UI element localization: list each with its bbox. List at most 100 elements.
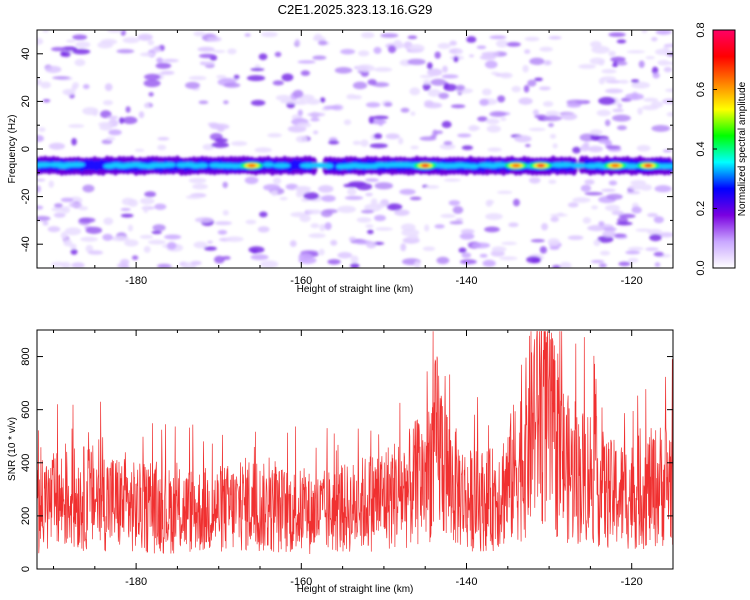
heatmap-cell bbox=[143, 79, 161, 88]
heatmap-cell bbox=[611, 210, 624, 216]
heatmap-cell bbox=[246, 75, 266, 82]
heatmap-cell bbox=[549, 133, 557, 139]
heatmap-cell bbox=[292, 89, 304, 98]
heatmap-cell bbox=[122, 37, 140, 44]
heatmap-cell bbox=[197, 46, 215, 52]
heatmap-cell bbox=[618, 261, 631, 267]
heatmap-cell bbox=[597, 235, 614, 243]
heatmap-cell bbox=[230, 141, 248, 146]
heatmap-cell bbox=[479, 253, 488, 258]
heatmap-cell bbox=[250, 254, 269, 261]
heatmap-cell bbox=[82, 84, 90, 90]
heatmap-cell bbox=[572, 146, 581, 154]
heatmap-cell bbox=[78, 206, 89, 211]
heatmap-cell bbox=[511, 85, 521, 93]
heatmap-cell bbox=[198, 100, 209, 105]
heatmap-cell bbox=[545, 60, 551, 65]
heatmap-cell bbox=[157, 144, 167, 151]
heatmap-cell bbox=[101, 139, 113, 145]
heatmap-hotspot bbox=[644, 163, 653, 168]
heatmap-cell bbox=[548, 179, 557, 184]
heatmap-cell bbox=[385, 133, 400, 140]
heatmap-cell bbox=[608, 180, 618, 186]
y-tick-label: 400 bbox=[20, 454, 32, 472]
heatmap-cell bbox=[637, 107, 643, 115]
heatmap-cell bbox=[280, 99, 298, 104]
heatmap-cell bbox=[100, 110, 112, 119]
heatmap-cell bbox=[147, 39, 155, 46]
heatmap-cell bbox=[188, 75, 207, 81]
heatmap-cell bbox=[584, 191, 603, 196]
heatmap-cell bbox=[455, 218, 464, 222]
heatmap-cell bbox=[436, 256, 450, 265]
heatmap-cell bbox=[61, 46, 78, 52]
heatmap-cell bbox=[434, 51, 441, 59]
heatmap-cell bbox=[343, 119, 352, 126]
heatmap-cell bbox=[87, 250, 104, 255]
heatmap-cell bbox=[399, 188, 416, 195]
heatmap-cell bbox=[589, 129, 603, 136]
x-tick-label: -140 bbox=[455, 275, 477, 287]
heatmap-cell bbox=[645, 247, 660, 252]
heatmap-cell bbox=[631, 206, 642, 214]
heatmap-cell bbox=[156, 57, 163, 64]
heatmap-cell bbox=[499, 72, 513, 79]
heatmap-cell bbox=[626, 191, 641, 195]
y-tick-label: 40 bbox=[20, 48, 32, 60]
heatmap-speckle bbox=[37, 30, 673, 268]
heatmap-cell bbox=[495, 39, 509, 48]
heatmap-cell bbox=[526, 256, 542, 264]
heatmap-ylabel: Frequency (Hz) bbox=[7, 115, 18, 184]
heatmap-cell bbox=[42, 220, 49, 226]
heatmap-cell bbox=[408, 44, 425, 53]
heatmap-cell bbox=[400, 243, 407, 252]
heatmap-cell bbox=[82, 184, 95, 193]
heatmap-cell bbox=[217, 229, 228, 235]
heatmap-cell bbox=[147, 239, 166, 245]
heatmap-cell bbox=[348, 236, 357, 242]
heatmap-cell bbox=[487, 147, 502, 152]
heatmap-cell bbox=[646, 213, 658, 218]
heatmap-cell bbox=[410, 111, 416, 116]
heatmap-cell bbox=[48, 180, 55, 188]
heatmap-cell bbox=[534, 77, 543, 82]
heatmap-cell bbox=[85, 226, 103, 234]
heatmap-cell bbox=[37, 185, 41, 193]
heatmap-cell bbox=[584, 179, 595, 185]
heatmap-cell bbox=[207, 36, 222, 42]
heatmap-cell bbox=[496, 190, 513, 194]
heatmap-cell bbox=[211, 142, 230, 148]
heatmap-cell bbox=[143, 73, 161, 80]
heatmap-cell bbox=[143, 205, 149, 213]
heatmap-cell bbox=[100, 38, 118, 45]
heatmap-band-cell bbox=[558, 162, 573, 168]
heatmap-cell bbox=[244, 33, 251, 37]
heatmap-cell bbox=[635, 228, 652, 232]
heatmap-cell bbox=[486, 125, 501, 133]
heatmap-cell bbox=[645, 56, 656, 60]
x-tick-label: -180 bbox=[125, 576, 147, 588]
heatmap-cell bbox=[37, 178, 46, 182]
heatmap-cell bbox=[372, 115, 389, 120]
heatmap-cell bbox=[598, 96, 616, 105]
heatmap-cell bbox=[583, 141, 590, 148]
heatmap-cell bbox=[601, 188, 616, 192]
x-tick-label: -120 bbox=[621, 576, 643, 588]
heatmap-cell bbox=[69, 243, 77, 250]
heatmap-cell bbox=[259, 211, 268, 218]
heatmap-cell bbox=[598, 60, 605, 66]
heatmap-cell bbox=[442, 65, 448, 73]
heatmap-cell bbox=[323, 105, 342, 110]
heatmap-cell bbox=[296, 122, 312, 128]
heatmap-cell bbox=[222, 209, 229, 216]
heatmap-cell bbox=[449, 40, 457, 46]
heatmap-cell bbox=[529, 57, 545, 66]
heatmap-cell bbox=[616, 61, 628, 66]
heatmap-cell bbox=[152, 46, 162, 53]
heatmap-cell bbox=[306, 112, 326, 117]
heatmap-cell bbox=[470, 126, 481, 131]
heatmap-cell bbox=[422, 246, 436, 252]
heatmap-cell bbox=[559, 261, 572, 268]
heatmap-cell bbox=[131, 255, 139, 261]
heatmap-band-cell bbox=[272, 163, 291, 169]
